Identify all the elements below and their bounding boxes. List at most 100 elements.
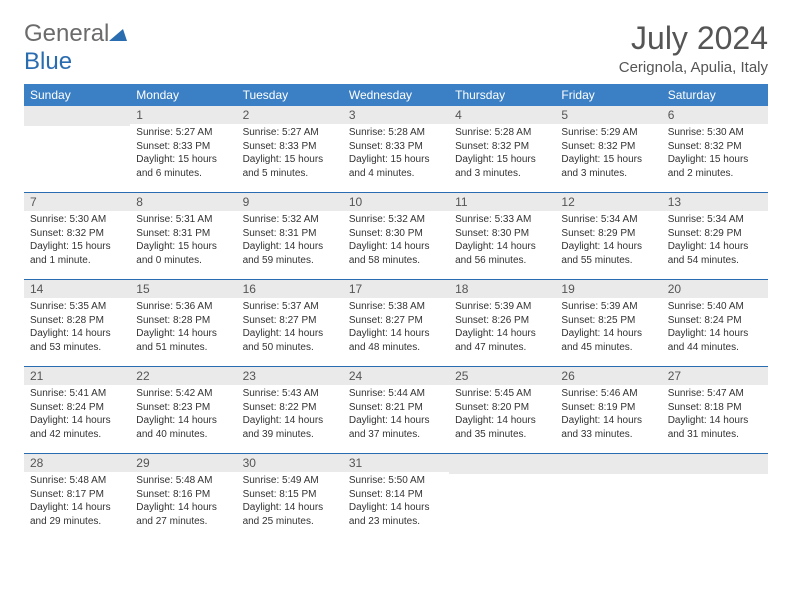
day-number: 31 <box>343 454 449 472</box>
day-content: Sunrise: 5:50 AMSunset: 8:14 PMDaylight:… <box>343 472 449 532</box>
daylight-text: Daylight: 14 hours and 47 minutes. <box>455 327 549 354</box>
day-number: 4 <box>449 106 555 124</box>
calendar-day-cell: 31Sunrise: 5:50 AMSunset: 8:14 PMDayligh… <box>343 454 449 541</box>
sunset-text: Sunset: 8:28 PM <box>136 314 230 328</box>
day-content: Sunrise: 5:42 AMSunset: 8:23 PMDaylight:… <box>130 385 236 445</box>
day-content: Sunrise: 5:33 AMSunset: 8:30 PMDaylight:… <box>449 211 555 271</box>
daylight-text: Daylight: 15 hours and 2 minutes. <box>668 153 762 180</box>
calendar-day-cell: 24Sunrise: 5:44 AMSunset: 8:21 PMDayligh… <box>343 367 449 454</box>
day-number: 21 <box>24 367 130 385</box>
logo-triangle-icon <box>109 20 127 48</box>
day-number: 10 <box>343 193 449 211</box>
day-number: 2 <box>237 106 343 124</box>
day-content: Sunrise: 5:46 AMSunset: 8:19 PMDaylight:… <box>555 385 661 445</box>
day-content: Sunrise: 5:39 AMSunset: 8:25 PMDaylight:… <box>555 298 661 358</box>
sunset-text: Sunset: 8:31 PM <box>136 227 230 241</box>
sunset-text: Sunset: 8:32 PM <box>30 227 124 241</box>
day-content: Sunrise: 5:30 AMSunset: 8:32 PMDaylight:… <box>662 124 768 184</box>
sunrise-text: Sunrise: 5:40 AM <box>668 300 762 314</box>
sunset-text: Sunset: 8:28 PM <box>30 314 124 328</box>
sunrise-text: Sunrise: 5:39 AM <box>561 300 655 314</box>
calendar-day-cell: 15Sunrise: 5:36 AMSunset: 8:28 PMDayligh… <box>130 280 236 367</box>
sunset-text: Sunset: 8:15 PM <box>243 488 337 502</box>
logo-text: General Blue <box>24 20 127 76</box>
weekday-header: Friday <box>555 84 661 106</box>
sunrise-text: Sunrise: 5:46 AM <box>561 387 655 401</box>
calendar-day-cell: 1Sunrise: 5:27 AMSunset: 8:33 PMDaylight… <box>130 106 236 193</box>
calendar-week-row: 14Sunrise: 5:35 AMSunset: 8:28 PMDayligh… <box>24 280 768 367</box>
day-number: 18 <box>449 280 555 298</box>
day-number: 8 <box>130 193 236 211</box>
sunrise-text: Sunrise: 5:39 AM <box>455 300 549 314</box>
day-content: Sunrise: 5:40 AMSunset: 8:24 PMDaylight:… <box>662 298 768 358</box>
day-number <box>24 106 130 126</box>
calendar-day-cell: 30Sunrise: 5:49 AMSunset: 8:15 PMDayligh… <box>237 454 343 541</box>
calendar-day-cell: 19Sunrise: 5:39 AMSunset: 8:25 PMDayligh… <box>555 280 661 367</box>
sunset-text: Sunset: 8:31 PM <box>243 227 337 241</box>
sunrise-text: Sunrise: 5:30 AM <box>668 126 762 140</box>
daylight-text: Daylight: 14 hours and 25 minutes. <box>243 501 337 528</box>
daylight-text: Daylight: 14 hours and 44 minutes. <box>668 327 762 354</box>
day-number: 11 <box>449 193 555 211</box>
sunset-text: Sunset: 8:27 PM <box>243 314 337 328</box>
daylight-text: Daylight: 14 hours and 33 minutes. <box>561 414 655 441</box>
calendar-day-cell: 13Sunrise: 5:34 AMSunset: 8:29 PMDayligh… <box>662 193 768 280</box>
day-number: 12 <box>555 193 661 211</box>
day-number: 29 <box>130 454 236 472</box>
calendar-day-cell: 14Sunrise: 5:35 AMSunset: 8:28 PMDayligh… <box>24 280 130 367</box>
daylight-text: Daylight: 14 hours and 53 minutes. <box>30 327 124 354</box>
day-content: Sunrise: 5:36 AMSunset: 8:28 PMDaylight:… <box>130 298 236 358</box>
sunset-text: Sunset: 8:14 PM <box>349 488 443 502</box>
calendar-day-cell <box>24 106 130 193</box>
sunrise-text: Sunrise: 5:32 AM <box>349 213 443 227</box>
sunset-text: Sunset: 8:17 PM <box>30 488 124 502</box>
sunrise-text: Sunrise: 5:47 AM <box>668 387 762 401</box>
calendar-day-cell: 28Sunrise: 5:48 AMSunset: 8:17 PMDayligh… <box>24 454 130 541</box>
daylight-text: Daylight: 15 hours and 6 minutes. <box>136 153 230 180</box>
day-content: Sunrise: 5:27 AMSunset: 8:33 PMDaylight:… <box>237 124 343 184</box>
calendar-day-cell <box>449 454 555 541</box>
sunset-text: Sunset: 8:30 PM <box>455 227 549 241</box>
calendar-day-cell: 4Sunrise: 5:28 AMSunset: 8:32 PMDaylight… <box>449 106 555 193</box>
sunset-text: Sunset: 8:32 PM <box>455 140 549 154</box>
day-number: 16 <box>237 280 343 298</box>
day-content: Sunrise: 5:31 AMSunset: 8:31 PMDaylight:… <box>130 211 236 271</box>
day-number: 30 <box>237 454 343 472</box>
calendar-week-row: 1Sunrise: 5:27 AMSunset: 8:33 PMDaylight… <box>24 106 768 193</box>
weekday-header: Tuesday <box>237 84 343 106</box>
weekday-header: Saturday <box>662 84 768 106</box>
sunrise-text: Sunrise: 5:27 AM <box>136 126 230 140</box>
daylight-text: Daylight: 14 hours and 56 minutes. <box>455 240 549 267</box>
weekday-header: Sunday <box>24 84 130 106</box>
day-content: Sunrise: 5:35 AMSunset: 8:28 PMDaylight:… <box>24 298 130 358</box>
day-content: Sunrise: 5:38 AMSunset: 8:27 PMDaylight:… <box>343 298 449 358</box>
weekday-header: Wednesday <box>343 84 449 106</box>
sunset-text: Sunset: 8:33 PM <box>349 140 443 154</box>
day-number <box>662 454 768 474</box>
logo-text-gray: General <box>24 20 109 47</box>
calendar-week-row: 28Sunrise: 5:48 AMSunset: 8:17 PMDayligh… <box>24 454 768 541</box>
sunrise-text: Sunrise: 5:32 AM <box>243 213 337 227</box>
sunset-text: Sunset: 8:24 PM <box>30 401 124 415</box>
day-number: 9 <box>237 193 343 211</box>
calendar-day-cell: 8Sunrise: 5:31 AMSunset: 8:31 PMDaylight… <box>130 193 236 280</box>
calendar-day-cell: 2Sunrise: 5:27 AMSunset: 8:33 PMDaylight… <box>237 106 343 193</box>
daylight-text: Daylight: 14 hours and 27 minutes. <box>136 501 230 528</box>
day-number <box>449 454 555 474</box>
day-number: 1 <box>130 106 236 124</box>
day-number: 15 <box>130 280 236 298</box>
day-number: 23 <box>237 367 343 385</box>
day-content: Sunrise: 5:49 AMSunset: 8:15 PMDaylight:… <box>237 472 343 532</box>
sunrise-text: Sunrise: 5:45 AM <box>455 387 549 401</box>
calendar-day-cell: 10Sunrise: 5:32 AMSunset: 8:30 PMDayligh… <box>343 193 449 280</box>
day-number: 20 <box>662 280 768 298</box>
sunrise-text: Sunrise: 5:48 AM <box>136 474 230 488</box>
daylight-text: Daylight: 14 hours and 54 minutes. <box>668 240 762 267</box>
calendar-day-cell <box>555 454 661 541</box>
daylight-text: Daylight: 14 hours and 55 minutes. <box>561 240 655 267</box>
calendar-day-cell: 23Sunrise: 5:43 AMSunset: 8:22 PMDayligh… <box>237 367 343 454</box>
sunrise-text: Sunrise: 5:42 AM <box>136 387 230 401</box>
calendar-day-cell <box>662 454 768 541</box>
calendar-table: Sunday Monday Tuesday Wednesday Thursday… <box>24 84 768 540</box>
day-content: Sunrise: 5:43 AMSunset: 8:22 PMDaylight:… <box>237 385 343 445</box>
